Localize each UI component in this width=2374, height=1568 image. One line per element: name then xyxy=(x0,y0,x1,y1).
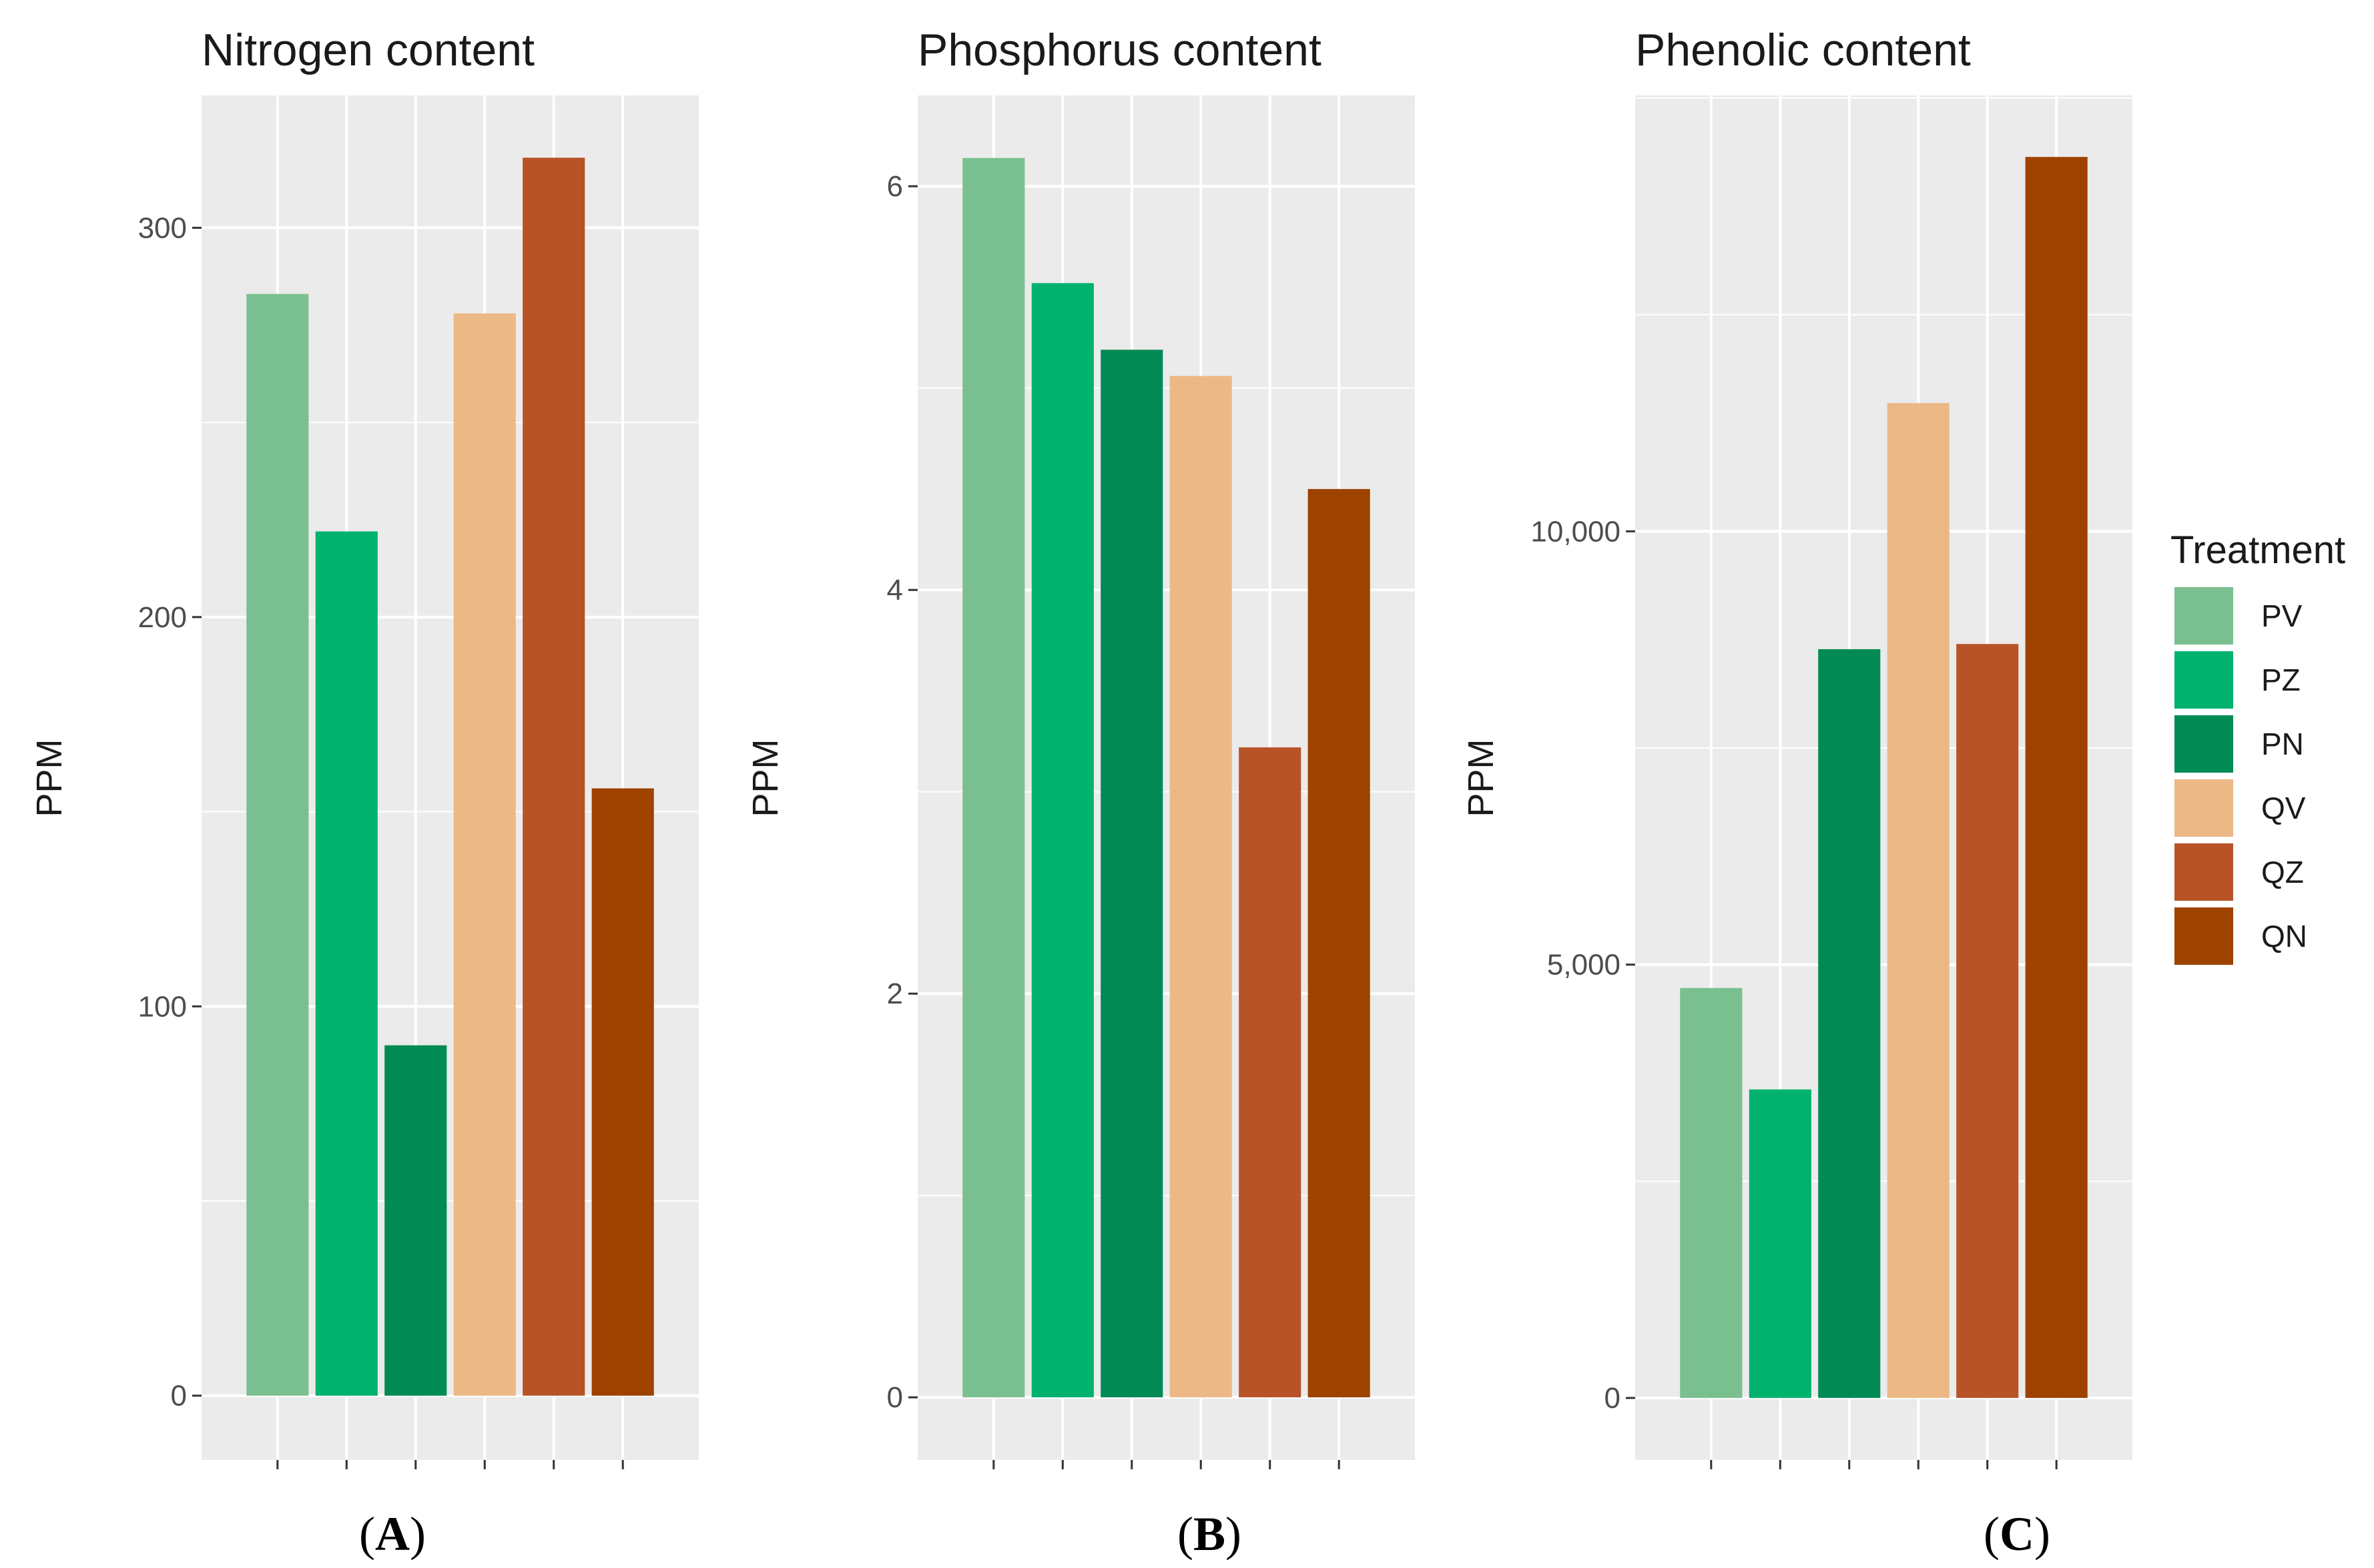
panel-letter: C xyxy=(2000,1507,2034,1561)
y-axis-label: PPM xyxy=(29,739,69,817)
bar-pn xyxy=(384,1045,447,1396)
panel-letter: A xyxy=(375,1507,410,1561)
bars xyxy=(246,157,654,1396)
y-axis-label: PPM xyxy=(1461,739,1501,817)
bar-pv xyxy=(962,157,1025,1398)
bar-pn xyxy=(1818,649,1881,1399)
bar-qz xyxy=(1239,747,1301,1398)
y-axis: 0 2 4 6 xyxy=(887,170,918,1414)
y-tick-label: 300 xyxy=(138,212,187,244)
panel-label: (C) xyxy=(1984,1507,2050,1561)
legend-key-qz xyxy=(2174,843,2233,901)
y-tick-label: 4 xyxy=(887,574,903,607)
x-axis xyxy=(276,1460,624,1469)
y-tick-label: 5,000 xyxy=(1547,949,1620,982)
legend-label-pv: PV xyxy=(2261,599,2303,633)
legend-key-qv xyxy=(2174,779,2233,837)
legend-key-pv xyxy=(2174,587,2233,645)
y-tick-label: 200 xyxy=(138,601,187,634)
y-axis-label: PPM xyxy=(746,739,786,817)
bar-pz xyxy=(315,531,378,1396)
bar-qn xyxy=(591,788,654,1396)
bars xyxy=(962,157,1370,1398)
bar-qn xyxy=(1307,488,1370,1398)
panel-letter: B xyxy=(1193,1507,1225,1561)
legend-label-qn: QN xyxy=(2261,919,2307,953)
panel-title: Nitrogen content xyxy=(202,25,535,75)
legend-items: PV PZ PN QV QZ QN xyxy=(2174,587,2307,965)
y-tick-label: 10,000 xyxy=(1530,515,1620,548)
bar-pn xyxy=(1101,350,1163,1398)
legend-label-qz: QZ xyxy=(2261,855,2304,889)
legend-key-pn xyxy=(2174,715,2233,773)
panel-title: Phenolic content xyxy=(1635,25,1971,75)
bar-qv xyxy=(1887,403,1950,1399)
panel-label: (B) xyxy=(1177,1507,1241,1561)
bar-pv xyxy=(1680,988,1743,1399)
legend-label-pz: PZ xyxy=(2261,663,2301,697)
y-tick-label: 0 xyxy=(887,1381,903,1414)
legend: Treatment PV PZ PN QV QZ QN xyxy=(2170,528,2345,965)
panel-label: (A) xyxy=(359,1507,426,1561)
legend-label-qv: QV xyxy=(2261,791,2306,825)
y-axis: 0 100 200 300 xyxy=(138,212,202,1413)
bar-pv xyxy=(246,294,309,1396)
y-tick-label: 100 xyxy=(138,990,187,1023)
y-tick-label: 6 xyxy=(887,170,903,203)
legend-title: Treatment xyxy=(2170,528,2345,572)
bar-pz xyxy=(1749,1089,1811,1399)
bar-qv xyxy=(453,313,516,1396)
legend-key-pz xyxy=(2174,651,2233,709)
bars xyxy=(1680,157,2088,1399)
panel-nitrogen: Nitrogen content 0 100 200 300 PPM (A) xyxy=(29,25,699,1561)
bar-pz xyxy=(1031,283,1094,1398)
y-tick-label: 0 xyxy=(1604,1382,1620,1415)
x-axis xyxy=(992,1460,1340,1469)
bar-qv xyxy=(1169,376,1232,1398)
bar-qz xyxy=(1956,644,2019,1399)
y-tick-label: 0 xyxy=(171,1380,187,1413)
bar-qn xyxy=(2025,157,2088,1399)
legend-key-qn xyxy=(2174,907,2233,965)
panel-phenolic: Phenolic content 0 5,000 10,000 PPM (C) xyxy=(1461,25,2132,1561)
x-axis xyxy=(1710,1460,2058,1469)
bar-qz xyxy=(523,157,585,1396)
panel-phosphorus: Phosphorus content 0 2 4 6 PPM (B) xyxy=(746,25,1415,1561)
legend-label-pn: PN xyxy=(2261,727,2304,761)
y-tick-label: 2 xyxy=(887,977,903,1010)
panel-title: Phosphorus content xyxy=(918,25,1321,75)
y-axis: 0 5,000 10,000 xyxy=(1530,515,1635,1415)
